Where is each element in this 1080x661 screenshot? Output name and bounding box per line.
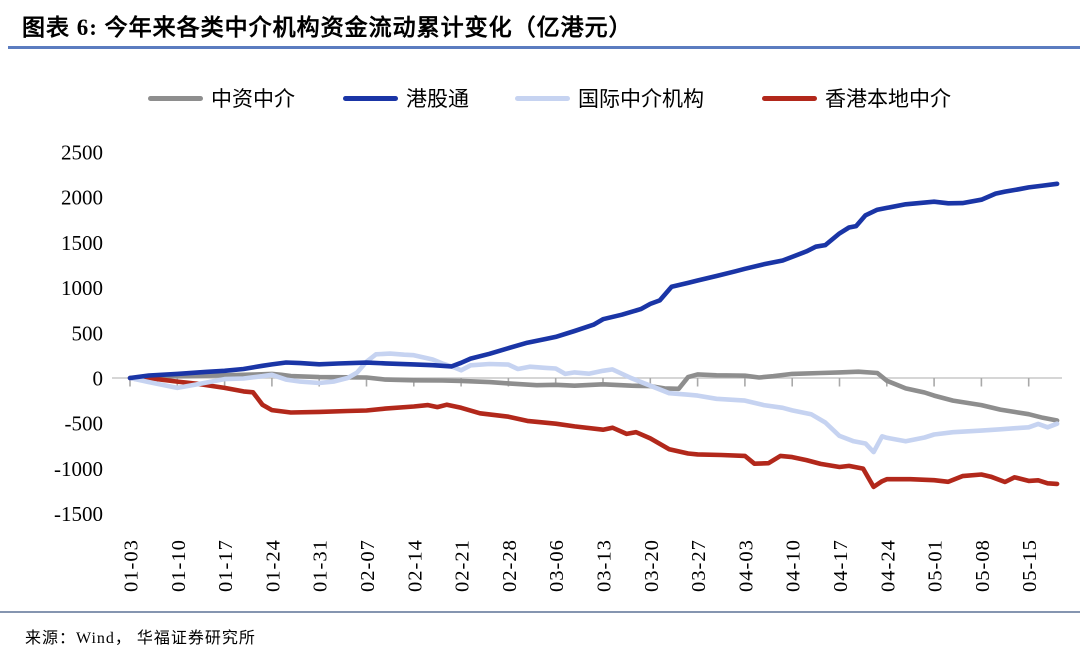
x-axis-label: 03-06 [546,539,568,592]
y-axis-label: -500 [65,412,104,436]
x-axis-label: 02-14 [404,539,426,592]
x-axis-label: 04-10 [783,539,805,592]
y-axis-label: 2500 [61,141,103,165]
legend-label: 中资中介 [211,87,295,111]
legend-item-hk-local-intermediary[interactable]: 香港本地中介 [762,84,951,112]
series-line-stock-connect [127,181,1060,381]
legend-item-international-intermediary[interactable]: 国际中介机构 [515,84,704,112]
y-axis-label: 2000 [61,186,103,210]
y-axis-label: 500 [72,321,104,345]
series-line-hk-local-intermediary [127,375,1060,490]
y-axis-label: -1000 [54,457,103,481]
chart-canvas: 2500 2000 1500 1000 500 0 -500 -1000 -1500 01-03 0… [54,141,1062,592]
title-divider [8,46,1080,49]
series-line-china-intermediary [127,369,1060,423]
x-axis-label: 03-13 [594,539,616,592]
x-axis-label: 01-03 [121,539,143,592]
legend-swatch-hk-local-intermediary [762,95,817,101]
x-axis-label: 02-28 [499,539,521,592]
legend-label: 国际中介机构 [578,87,704,111]
legend-swatch-china-intermediary [148,95,203,101]
x-axis-label: 01-17 [215,539,237,592]
footer-divider [0,611,1080,613]
y-axis-label: 0 [93,367,104,391]
x-axis-label: 04-03 [735,539,757,592]
x-axis-label: 05-01 [925,539,947,592]
y-axis-label: 1000 [61,276,103,300]
x-axis-label: 04-24 [877,539,899,592]
x-axis-label: 04-17 [830,539,852,592]
x-axis-label: 02-07 [357,539,379,592]
x-axis-label: 02-21 [452,539,474,592]
legend-swatch-international-intermediary [515,95,570,101]
source-note: 来源：Wind， 华福证券研究所 [25,630,256,647]
x-axis-label: 01-10 [168,539,190,592]
legend-item-stock-connect[interactable]: 港股通 [343,84,469,112]
series-line-international-intermediary [127,351,1060,455]
legend-label: 港股通 [406,87,469,111]
x-axis-label: 01-31 [310,539,332,592]
y-axis-label: -1500 [54,502,103,526]
legend-label: 香港本地中介 [825,87,951,111]
y-axis-label: 1500 [61,231,103,255]
x-axis-label: 01-24 [262,539,284,592]
legend-swatch-stock-connect [343,95,398,101]
x-axis-label: 05-15 [1019,539,1041,592]
x-axis-label: 03-27 [688,539,710,592]
chart-title: 图表 6: 今年来各类中介机构资金流动累计变化（亿港元） [22,15,633,40]
x-axis-label: 05-08 [972,539,994,592]
legend-item-china-intermediary[interactable]: 中资中介 [148,84,295,112]
x-axis-label: 03-20 [641,539,663,592]
